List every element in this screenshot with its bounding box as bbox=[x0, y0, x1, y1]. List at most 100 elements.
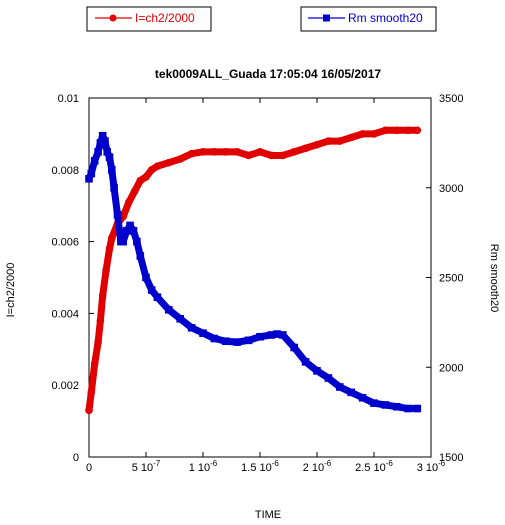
y-right-tick-label-1: 2000 bbox=[439, 362, 463, 374]
x-tick-label-3: 1.5 10-6 bbox=[241, 459, 279, 474]
rm-point-45 bbox=[413, 404, 422, 413]
rm-point-43 bbox=[393, 402, 401, 411]
current-point-31 bbox=[324, 137, 333, 145]
y-axis-right: 1500 2000 2500 3000 3500 bbox=[426, 93, 463, 464]
rm-point-14 bbox=[122, 227, 131, 235]
current-point-4 bbox=[96, 316, 105, 325]
current-point-21 bbox=[210, 148, 219, 156]
y-right-tick-label-4: 3500 bbox=[439, 93, 463, 105]
y-left-tick-label-3: 0.006 bbox=[51, 237, 79, 249]
rm-point-37 bbox=[324, 374, 333, 382]
rm-point-10 bbox=[110, 183, 118, 192]
current-point-28 bbox=[290, 148, 299, 156]
rm-point-7 bbox=[103, 148, 112, 156]
y-right-tick-label-2: 2500 bbox=[439, 273, 463, 285]
current-point-38 bbox=[404, 126, 413, 135]
y-left-tick-label-5: 0.01 bbox=[58, 93, 79, 105]
current-point-25 bbox=[256, 148, 264, 156]
legend-marker-rm bbox=[323, 14, 330, 22]
rm-point-26 bbox=[210, 334, 219, 343]
rm-point-23 bbox=[176, 314, 184, 323]
y-left-tick-label-4: 0.008 bbox=[51, 165, 79, 177]
current-point-18 bbox=[176, 155, 184, 163]
rm-point-22 bbox=[165, 306, 173, 314]
rm-point-25 bbox=[199, 329, 207, 337]
rm-point-24 bbox=[187, 323, 196, 332]
rm-point-34 bbox=[290, 343, 298, 352]
rm-point-17 bbox=[133, 237, 141, 246]
x-tick-label-4: 2 10-6 bbox=[303, 459, 332, 474]
current-point-5 bbox=[98, 291, 107, 300]
current-point-14 bbox=[142, 173, 150, 181]
legend-label-current: I=ch2/2000 bbox=[135, 11, 195, 25]
rm-point-44 bbox=[404, 404, 412, 413]
rm-point-5 bbox=[98, 131, 107, 140]
rm-point-21 bbox=[153, 293, 162, 302]
current-point-6 bbox=[102, 266, 110, 275]
y-left-tick-label-1: 0.002 bbox=[51, 380, 79, 392]
legend: I=ch2/2000 Rm smooth20 bbox=[86, 6, 437, 32]
rm-point-35 bbox=[301, 358, 310, 366]
current-point-19 bbox=[187, 149, 196, 158]
rm-point-40 bbox=[358, 393, 367, 402]
current-point-20 bbox=[199, 148, 207, 156]
rm-point-30 bbox=[256, 332, 264, 341]
rm-point-19 bbox=[142, 273, 150, 282]
x-axis-label: TIME bbox=[255, 509, 281, 521]
rm-point-8 bbox=[105, 153, 114, 162]
current-point-13 bbox=[136, 176, 145, 185]
rm-point-4 bbox=[96, 139, 105, 147]
current-point-16 bbox=[153, 162, 162, 171]
current-point-2 bbox=[90, 359, 99, 368]
rm-point-32 bbox=[273, 330, 281, 338]
rm-point-27 bbox=[222, 337, 230, 346]
y-right-tick-label-3: 3000 bbox=[439, 183, 463, 195]
y-axis-left: 0 0.002 0.004 0.006 0.008 0.01 bbox=[51, 93, 94, 464]
rm-point-9 bbox=[108, 166, 116, 174]
current-point-37 bbox=[393, 126, 401, 135]
current-point-7 bbox=[105, 244, 114, 253]
current-point-34 bbox=[358, 130, 367, 138]
x-tick-label-6: 3 10-6 bbox=[417, 459, 446, 474]
y-axis-label-left: I=ch2/2000 bbox=[5, 263, 17, 318]
rm-point-11 bbox=[113, 210, 122, 219]
current-point-33 bbox=[347, 133, 356, 142]
current-point-27 bbox=[279, 151, 287, 160]
rm-point-39 bbox=[347, 388, 355, 397]
current-point-32 bbox=[336, 137, 344, 145]
legend-label-rm: Rm smooth20 bbox=[348, 11, 423, 25]
rm-point-28 bbox=[233, 338, 241, 346]
current-point-8 bbox=[108, 234, 116, 242]
rm-point-29 bbox=[244, 336, 253, 345]
current-point-30 bbox=[313, 140, 321, 149]
y-left-tick-label-0: 0 bbox=[73, 452, 79, 464]
x-tick-label-5: 2.5 10-6 bbox=[355, 459, 393, 474]
x-tick-label-0: 0 bbox=[86, 462, 92, 474]
rm-point-2 bbox=[90, 157, 99, 165]
legend-box-current bbox=[86, 6, 212, 32]
rm-point-6 bbox=[101, 137, 109, 145]
current-point-35 bbox=[370, 130, 378, 138]
y-left-tick-label-2: 0.004 bbox=[51, 308, 79, 320]
y-right-tick-label-0: 1500 bbox=[439, 452, 463, 464]
current-point-11 bbox=[125, 198, 133, 206]
current-point-29 bbox=[301, 144, 310, 153]
rm-line bbox=[85, 132, 421, 413]
current-point-0 bbox=[85, 406, 93, 415]
chart-title: tek0009ALL_Guada 17:05:04 16/05/2017 bbox=[155, 67, 381, 81]
rm-point-3 bbox=[94, 148, 102, 156]
x-tick-label-2: 1 10-6 bbox=[189, 459, 218, 474]
x-axis: 0 5 10-7 1 10-6 1.5 10-6 2 10-6 2.5 10-6 3 10-… bbox=[86, 98, 446, 474]
rm-point-38 bbox=[336, 383, 344, 391]
current-point-1 bbox=[87, 388, 96, 397]
rm-point-13 bbox=[119, 237, 127, 246]
current-point-22 bbox=[222, 148, 230, 156]
current-point-12 bbox=[130, 187, 139, 196]
current-point-15 bbox=[147, 166, 156, 174]
rm-point-36 bbox=[313, 367, 321, 375]
rm-point-0 bbox=[85, 174, 93, 183]
current-point-24 bbox=[244, 151, 253, 160]
rm-point-1 bbox=[87, 169, 96, 178]
current-point-26 bbox=[267, 151, 276, 160]
